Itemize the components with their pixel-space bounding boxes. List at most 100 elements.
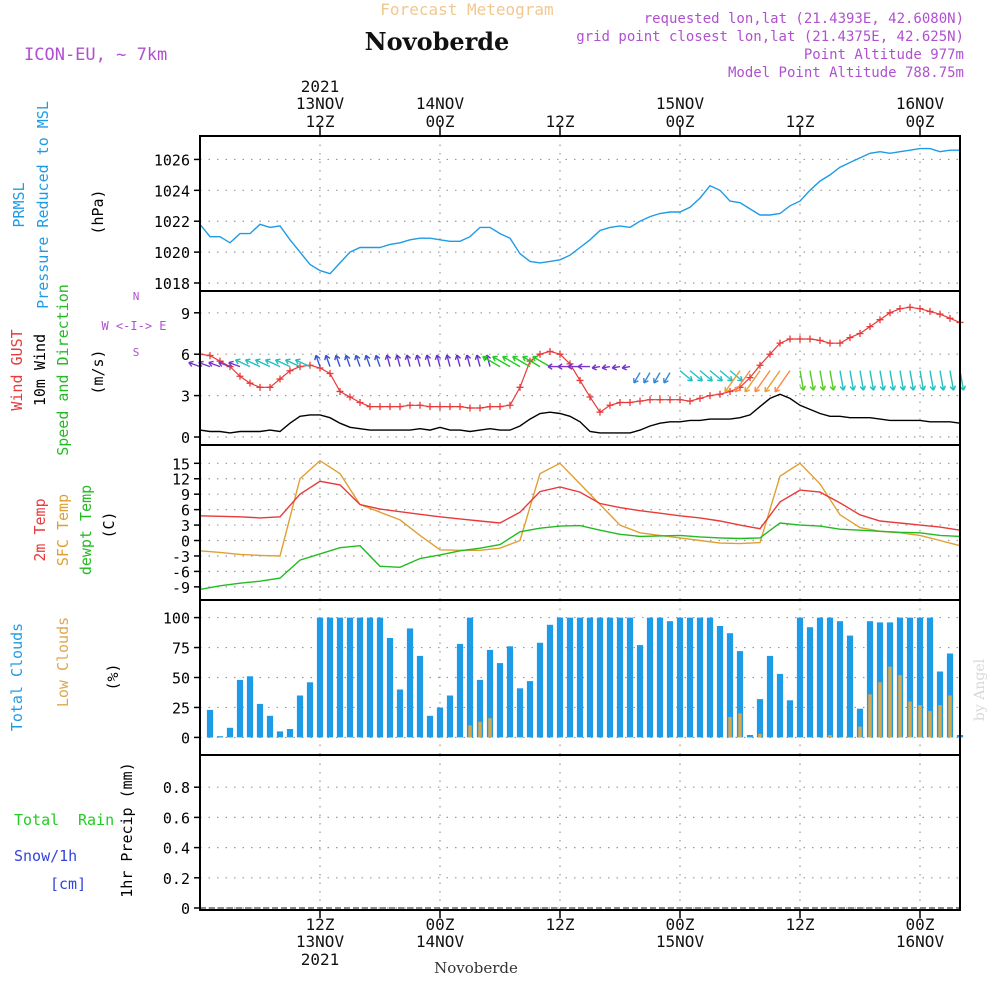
total-cloud-bar <box>606 617 614 738</box>
low-cloud-bar <box>858 726 862 738</box>
wind-arrow-glyph <box>709 370 723 382</box>
wind-arrow-glyph <box>208 360 221 368</box>
low-cloud-bar <box>918 705 922 738</box>
gust-marker <box>286 367 294 375</box>
wind-arrow-glyph <box>734 370 751 393</box>
total-cloud-bar <box>556 617 564 738</box>
low-cloud-bar <box>738 713 742 738</box>
total-cloud-bar <box>586 617 594 738</box>
panel-5-background <box>200 755 960 910</box>
wind-arrow-glyph <box>264 358 281 368</box>
low-cloud-bar <box>488 718 492 738</box>
model-label: ICON-EU, ~ 7km <box>24 45 167 65</box>
total-cloud-bar <box>416 655 424 738</box>
p2-unit: (m/s) <box>89 349 107 394</box>
gust-marker <box>766 350 774 358</box>
wind-arrow-glyph <box>218 360 231 368</box>
total-cloud-bar <box>286 729 294 738</box>
total-cloud-bar <box>906 617 914 738</box>
gust-marker <box>366 403 374 411</box>
wind-arrow-glyph <box>324 354 331 367</box>
gust-marker <box>916 305 924 313</box>
y-tick-label: 0.2 <box>163 870 190 888</box>
gust-marker <box>626 399 634 406</box>
wind-arrow-glyph <box>464 354 472 367</box>
x-tick-label-bottom: 00Z <box>666 915 695 934</box>
gust-marker <box>256 383 264 391</box>
total-cloud-bar <box>846 635 854 738</box>
x-tick-label-bottom: 12Z <box>546 915 575 934</box>
gust-marker <box>336 387 344 395</box>
x-tick-label-top: 00Z <box>426 112 455 131</box>
gust-marker <box>946 314 954 322</box>
wind-arrow-glyph <box>228 360 241 368</box>
total-cloud-bar <box>256 703 264 738</box>
gust-marker <box>406 401 414 409</box>
y-tick-label: -6 <box>172 563 190 581</box>
y-tick-label: 25 <box>172 699 190 717</box>
total-cloud-bar <box>796 617 804 738</box>
panel-frames <box>194 126 961 918</box>
y-tick-label: 1026 <box>154 151 190 169</box>
wind-arrow-glyph <box>434 354 442 367</box>
low-cloud-bar <box>758 733 762 738</box>
gust-marker <box>786 335 794 343</box>
p5-label-total: Total <box>14 811 59 829</box>
gust-marker <box>816 336 824 344</box>
sfc-temp-line <box>199 459 961 557</box>
gust-marker <box>236 372 244 380</box>
gust-marker <box>546 347 554 355</box>
total-cloud-bar <box>306 682 314 738</box>
wind-arrow-glyph <box>234 358 251 368</box>
data-marks <box>188 147 967 909</box>
gust-marker <box>606 401 614 409</box>
y-tick-label: 3 <box>181 517 190 535</box>
t2m-line <box>199 480 961 531</box>
low-cloud-bar <box>938 705 942 738</box>
wind-speed-line <box>199 393 961 434</box>
gust-marker <box>796 335 804 343</box>
p2-label-dir: Speed and Direction <box>54 284 72 456</box>
total-cloud-bar <box>516 688 524 738</box>
y-tick-label: 0.4 <box>163 840 190 858</box>
total-cloud-bar <box>736 651 744 738</box>
p3-label-2m: 2m Temp <box>31 498 49 561</box>
watermark: by Angel <box>972 658 988 721</box>
gust-marker <box>426 403 434 411</box>
total-cloud-bar <box>946 653 954 738</box>
wind-arrow-glyph <box>474 354 482 367</box>
total-cloud-bar <box>316 617 324 738</box>
gust-marker <box>276 375 284 383</box>
wind-arrow-glyph <box>889 370 897 391</box>
y-tick-label: 0.8 <box>163 779 190 797</box>
compass-north: N <box>133 290 140 303</box>
total-cloud-bar <box>926 617 934 738</box>
gust-marker <box>776 339 784 347</box>
y-tick-label: 9 <box>181 486 190 504</box>
gust-marker <box>536 350 544 358</box>
low-cloud-bar <box>888 666 892 738</box>
wind-arrow-glyph <box>424 354 432 367</box>
x-tick-label-bottom: 16NOV <box>896 932 945 951</box>
wind-arrow-glyph <box>869 370 877 391</box>
x-tick-label-top: 15NOV <box>656 94 705 113</box>
x-tick-label-bottom: 2021 <box>301 950 340 969</box>
total-cloud-bar <box>386 638 394 738</box>
total-cloud-bar <box>456 643 464 738</box>
x-tick-label-top: 00Z <box>666 112 695 131</box>
wind-arrow-glyph <box>522 355 541 368</box>
compass-horizontal: W <-I-> E <box>101 319 166 333</box>
wind-arrow-glyph <box>643 372 651 384</box>
gust-marker <box>576 376 584 384</box>
pressure-line <box>199 147 960 275</box>
gust-marker <box>656 396 664 404</box>
wind-arrow-glyph <box>879 370 887 391</box>
wind-arrow-glyph <box>591 364 601 371</box>
gust-marker <box>896 305 904 313</box>
panel-3-background <box>200 445 960 600</box>
wind-arrow-glyph <box>532 355 551 368</box>
y-tick-label: 6 <box>181 502 190 520</box>
gust-marker <box>356 399 364 406</box>
x-tick-label-top: 12Z <box>786 112 815 131</box>
